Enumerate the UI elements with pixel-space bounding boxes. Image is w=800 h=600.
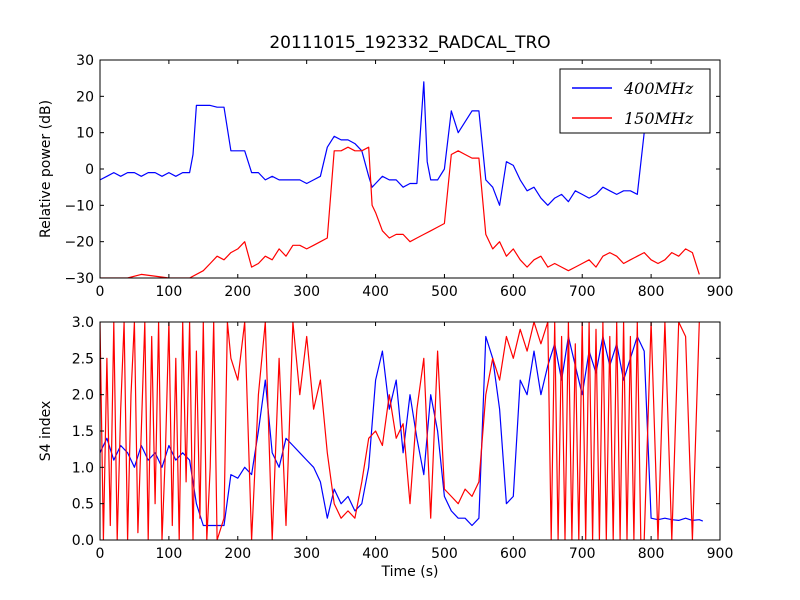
series-group	[100, 322, 704, 540]
x-tick-label: 300	[293, 284, 320, 300]
y-tick-label: −20	[64, 235, 94, 251]
series-line-400mhz	[100, 81, 645, 206]
y-tick-label: 10	[76, 126, 94, 142]
y-tick-label: 30	[76, 53, 94, 69]
y-tick-label: 2.0	[72, 388, 94, 404]
x-tick-label: 700	[569, 284, 596, 300]
y-tick-label: 3.0	[72, 315, 94, 331]
x-tick-label: 200	[224, 546, 251, 562]
x-tick-label: 700	[569, 546, 596, 562]
x-tick-label: 600	[500, 284, 527, 300]
y-tick-label: 1.0	[72, 460, 94, 476]
legend-label: 400MHz	[623, 79, 694, 98]
power-axes: 0 100 200 300 400 500 600 700 800 9003020100−10−2…	[38, 53, 733, 300]
y-tick-label: 2.5	[72, 351, 94, 367]
x-tick-label: 400	[362, 284, 389, 300]
x-tick-label: 100	[156, 284, 183, 300]
x-tick-label: 900	[707, 546, 734, 562]
x-tick-label: 800	[638, 284, 665, 300]
x-tick-label: 500	[431, 546, 458, 562]
x-tick-label: 500	[431, 284, 458, 300]
chart-title: 20111015_192332_RADCAL_TRO	[269, 33, 550, 53]
x-tick-label: 100	[156, 546, 183, 562]
y-tick-label: 1.5	[72, 424, 94, 440]
x-tick-label: 900	[707, 284, 734, 300]
x-tick-label: 200	[224, 284, 251, 300]
y-tick-label: 0.5	[72, 497, 94, 513]
y-tick-label: 20	[76, 89, 94, 105]
y-tick-label: −10	[64, 198, 94, 214]
x-tick-label: 800	[638, 546, 665, 562]
legend-label: 150MHz	[624, 109, 694, 128]
legend: 400MHz 150MHz	[559, 68, 711, 134]
series-line-150mhz	[100, 322, 700, 540]
y-tick-label: −30	[64, 271, 94, 287]
x-tick-label: 0	[96, 546, 105, 562]
x-tick-label: 600	[500, 546, 527, 562]
series-group	[100, 81, 700, 278]
legend-box	[559, 68, 711, 134]
y-axis-label: S4 index	[38, 401, 54, 462]
y-axis-label: Relative power (dB)	[38, 100, 54, 238]
y-tick-label: 0	[85, 162, 94, 178]
series-line-150mhz	[100, 146, 700, 278]
x-tick-label: 0	[96, 284, 105, 300]
series-line-400mhz	[100, 335, 704, 527]
x-tick-label: 400	[362, 546, 389, 562]
x-axis-label: Time (s)	[381, 564, 439, 580]
y-tick-label: 0.0	[72, 533, 94, 549]
s4-axes: 0 100 200 300 400 500 600 700 800 900 3.0 2.5 2.0 1.5…	[38, 315, 733, 580]
x-tick-label: 300	[293, 546, 320, 562]
